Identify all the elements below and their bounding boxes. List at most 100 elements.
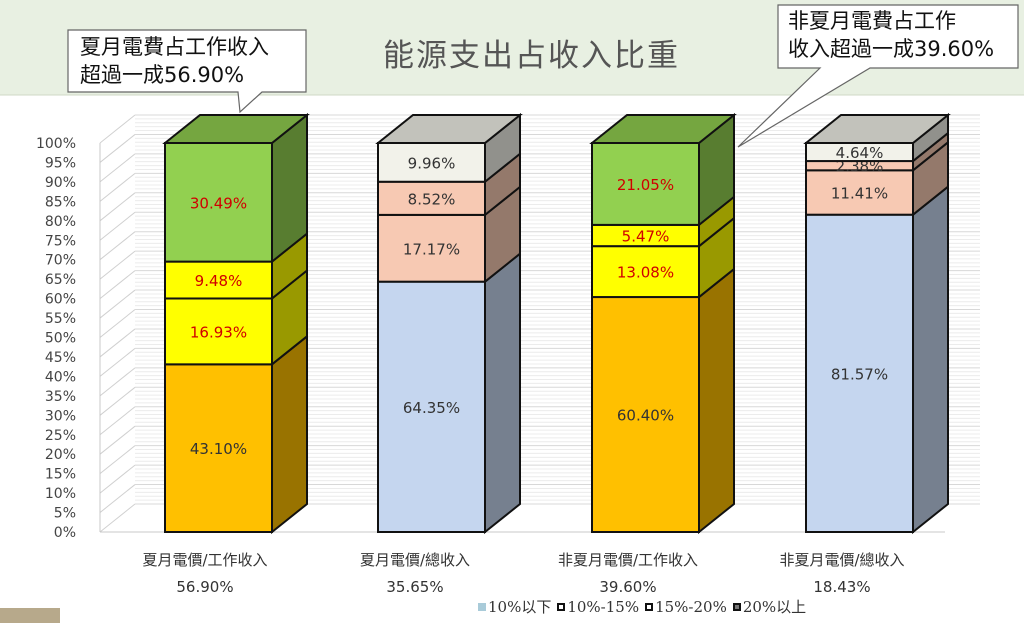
bar-segment: 16.93% xyxy=(164,268,308,367)
grid-depth-line xyxy=(99,231,136,261)
data-label: 64.35% xyxy=(403,399,460,417)
x-category-total: 18.43% xyxy=(813,578,870,596)
y-tick-label: 5% xyxy=(54,506,76,522)
chart-title: 能源支出占收入比重 xyxy=(383,38,680,74)
bar-segment: 30.49% xyxy=(162,112,310,264)
bar-segment-front xyxy=(591,142,700,226)
callout-left-line-1: 夏月電費占工作收入 xyxy=(80,35,269,59)
bar-segment: 60.40% xyxy=(591,266,735,535)
bar-segment: 9.96% xyxy=(375,112,523,184)
legend-item-4: 20%以上 xyxy=(732,596,807,617)
bar-segment-front xyxy=(377,213,486,283)
grid-depth-line xyxy=(99,270,136,299)
bar-segment-side xyxy=(271,334,308,535)
x-tick-label: 非夏月電價/總收入 xyxy=(779,551,904,569)
bar-segment: 21.05% xyxy=(589,112,737,227)
legend-item-2: 10%-15% xyxy=(557,598,639,616)
data-label: 17.17% xyxy=(403,240,460,258)
data-label: 16.93% xyxy=(190,323,247,341)
data-label: 9.96% xyxy=(408,154,456,172)
y-tick-label: 0% xyxy=(54,525,76,541)
bar-segment: 81.57% xyxy=(805,184,949,535)
grid-depth-line xyxy=(99,114,136,144)
stacked-bar: 64.35% 17.17% 8.52% 9.96% xyxy=(375,112,523,535)
callout-left-text: 夏月電費占工作收入 超過一成56.90% xyxy=(80,33,269,89)
x-tick-label: 非夏月電價/工作收入 xyxy=(558,551,698,569)
legend-swatch-1 xyxy=(478,602,486,611)
x-category-total: 39.60% xyxy=(599,578,656,596)
data-label: 43.10% xyxy=(190,440,247,458)
legend-swatch-3 xyxy=(645,602,654,611)
legend: 10%以下 10%-15% 15%-20% 20%以上 xyxy=(478,596,806,617)
legend-label-4: 20%以上 xyxy=(742,598,807,616)
x-axis-labels: 夏月電價/工作收入 56.90% 夏月電價/總收入 35.65% 非夏月電價/工作收入 3… xyxy=(142,551,904,596)
grid-depth-line xyxy=(99,192,136,222)
callout-right xyxy=(737,4,1019,148)
legend-label-3: 15%-20% xyxy=(655,597,727,616)
bar-segment: 64.35% xyxy=(377,251,521,535)
left-accent-bar xyxy=(0,608,60,623)
data-label: 4.64% xyxy=(836,144,884,162)
y-tick-label: 65% xyxy=(45,272,76,288)
y-tick-label: 75% xyxy=(45,233,76,249)
bar-segment: 5.47% xyxy=(591,194,735,249)
grid-depth-line xyxy=(99,425,136,455)
y-tick-label: 100% xyxy=(36,136,76,152)
x-tick-label: 夏月電價/總收入 xyxy=(360,551,470,569)
data-label: 9.48% xyxy=(195,272,243,290)
data-label: 21.05% xyxy=(617,176,674,194)
grid-depth-line xyxy=(99,348,136,377)
callout-left xyxy=(67,29,307,114)
bar-segment-side xyxy=(698,266,735,535)
bar-top xyxy=(375,114,523,144)
bar-segment-front xyxy=(164,142,273,263)
legend-item-1: 10%以下 xyxy=(478,596,551,617)
y-tick-label: 30% xyxy=(45,408,76,424)
data-label: 2.38% xyxy=(836,158,884,176)
data-label: 11.41% xyxy=(831,185,888,203)
y-tick-label: 85% xyxy=(45,194,76,210)
data-label: 81.57% xyxy=(831,365,888,383)
grid-depth-line xyxy=(99,289,136,319)
data-label: 5.47% xyxy=(622,228,670,246)
stacked-bar: 81.57% 11.41% 2.38%4.64% xyxy=(803,112,951,535)
bar-top xyxy=(162,114,310,144)
callout-right-text: 非夏月電費占工作 收入超過一成39.60% xyxy=(788,7,994,63)
data-label: 30.49% xyxy=(190,194,247,212)
bar-segment: 17.17% xyxy=(377,184,521,284)
y-axis-ticks: 0% 5% 10% 15% 20% 25% 30% 35% 40% 45% 50% 55% 60% 65%… xyxy=(36,136,76,541)
x-category-total: 35.65% xyxy=(386,578,443,596)
bar-segment-front xyxy=(164,260,273,300)
y-tick-label: 15% xyxy=(45,467,76,483)
grid-depth-line xyxy=(99,153,136,183)
grid-depth-line xyxy=(99,503,136,533)
y-tick-label: 60% xyxy=(45,292,76,308)
bar-top xyxy=(803,114,951,144)
grid-depth-line xyxy=(99,328,136,358)
legend-swatch-4 xyxy=(732,602,741,611)
y-tick-label: 90% xyxy=(45,175,76,191)
bar-segment-side xyxy=(484,251,521,535)
bar-segment-front xyxy=(377,142,486,183)
y-tick-label: 40% xyxy=(45,369,76,385)
bar-segment-side xyxy=(912,184,949,535)
legend-label-2: 10%-15% xyxy=(567,597,640,616)
grid-depth-line xyxy=(99,445,136,475)
bar-top xyxy=(589,114,737,144)
y-tick-label: 50% xyxy=(45,331,76,347)
y-tick-label: 70% xyxy=(45,253,76,269)
y-tick-label: 35% xyxy=(45,389,76,405)
grid-depth-line xyxy=(99,172,136,202)
bars: 43.10% 16.93% 9.48% 30.49% 64.35% 17.17% 8.52%… xyxy=(162,112,951,535)
grid-depth-line xyxy=(99,484,136,513)
bar-segment: 9.48% xyxy=(164,231,308,301)
y-tick-label: 45% xyxy=(45,350,76,366)
bar-segment: 8.52% xyxy=(377,151,521,217)
legend-item-3: 15%-20% xyxy=(645,598,727,616)
y-tick-label: 55% xyxy=(45,311,76,327)
grid-depth-line xyxy=(99,134,136,163)
callout-right-line-2: 收入超過一成39.60% xyxy=(788,37,995,61)
y-tick-label: 10% xyxy=(45,486,76,502)
grid-depth-line xyxy=(99,309,136,338)
y-tick-label: 25% xyxy=(45,428,76,444)
